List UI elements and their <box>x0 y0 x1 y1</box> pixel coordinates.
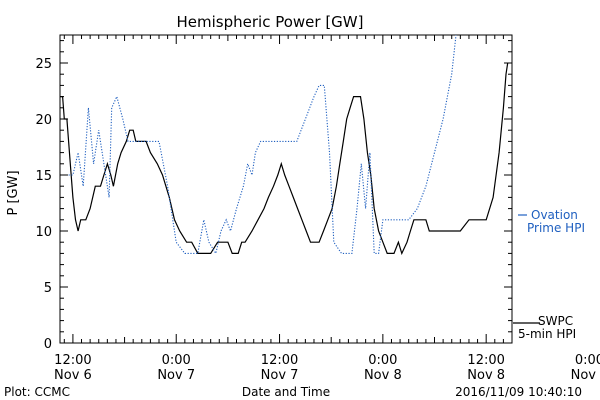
x-axis-label: Date and Time <box>242 385 330 399</box>
swpc-legend-label-2: 5-min HPI <box>518 327 576 341</box>
plot-credit: Plot: CCMC <box>4 385 70 399</box>
swpc-series-line <box>60 62 509 256</box>
series-lines <box>60 34 509 256</box>
x-tick-label-date: Nov 9 <box>571 368 600 383</box>
x-tick-label-date: Nov 6 <box>54 368 92 383</box>
ovation-legend-label-1: Ovation <box>531 208 578 222</box>
plot-frame <box>59 34 513 344</box>
x-tick-label-date: Nov 8 <box>364 368 402 383</box>
y-tick-label: 0 <box>44 337 52 352</box>
y-axis-label: P [GW] <box>6 170 21 215</box>
plot-timestamp: 2016/11/09 10:40:10 <box>455 385 582 399</box>
y-axis-ticks: 0 5 10 15 20 25 <box>35 40 512 352</box>
x-tick-label-time: 12:00 <box>54 353 91 368</box>
x-tick-label-date: Nov 7 <box>157 368 195 383</box>
swpc-legend-label-1: SWPC <box>538 314 573 328</box>
ovation-prime-series-line <box>68 34 457 255</box>
y-tick-label: 20 <box>35 113 52 128</box>
chart-title: Hemispheric Power [GW] <box>177 13 364 31</box>
ovation-legend-label-2: Prime HPI <box>527 221 585 235</box>
y-tick-label: 5 <box>44 281 52 296</box>
x-tick-label-date: Nov 7 <box>261 368 299 383</box>
y-tick-label: 10 <box>35 225 52 240</box>
y-tick-label: 25 <box>35 57 52 72</box>
x-tick-label-time: 0:00 <box>368 353 397 368</box>
x-tick-label-time: 12:00 <box>467 353 504 368</box>
y-tick-label: 15 <box>35 169 52 184</box>
x-tick-label-date: Nov 8 <box>467 368 505 383</box>
x-tick-label-time: 0:00 <box>162 353 191 368</box>
plot-border <box>59 34 513 344</box>
x-tick-label-time: 0:00 <box>575 353 600 368</box>
x-tick-label-time: 12:00 <box>261 353 298 368</box>
